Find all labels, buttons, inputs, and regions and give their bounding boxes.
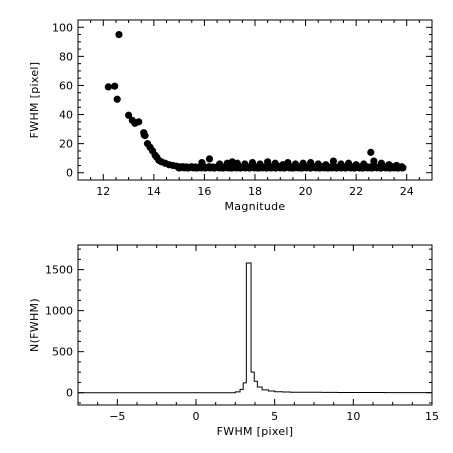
y-tick-label: 100 bbox=[52, 21, 73, 34]
x-tick-label: 12 bbox=[96, 185, 110, 198]
y-tick-label: 40 bbox=[59, 109, 73, 122]
fwhm-histogram-panel: −5 0 5 10 15 0 500 1000 1500 FWHM [pixel] N(FWHM… bbox=[28, 244, 439, 438]
scatter-point bbox=[104, 83, 112, 91]
y-tick-label: 80 bbox=[59, 50, 73, 63]
x-tick-label: 5 bbox=[271, 410, 278, 423]
scatter-point bbox=[111, 82, 119, 90]
histogram-step-line bbox=[78, 262, 432, 394]
top-x-axis-label: Magnitude bbox=[225, 200, 286, 213]
top-ticks: 12 14 16 18 20 22 24 0 20 40 60 80 100 bbox=[52, 19, 433, 198]
x-tick-label: 15 bbox=[425, 410, 439, 423]
y-tick-label: 20 bbox=[59, 138, 73, 151]
bottom-x-axis-label: FWHM [pixel] bbox=[217, 425, 294, 438]
scatter-point bbox=[370, 157, 378, 165]
scatter-point bbox=[399, 164, 407, 172]
x-tick-label: 22 bbox=[349, 185, 363, 198]
x-tick-label: 0 bbox=[193, 410, 200, 423]
x-tick-label: 24 bbox=[400, 185, 414, 198]
fwhm-vs-magnitude-panel: 12 14 16 18 20 22 24 0 20 40 60 80 100 Magnitude FWH… bbox=[28, 19, 433, 213]
bottom-y-axis-label: N(FWHM) bbox=[28, 298, 41, 352]
scatter-point bbox=[329, 157, 337, 165]
y-tick-label: 500 bbox=[52, 346, 73, 359]
scatter-point bbox=[115, 30, 123, 39]
scatter-point bbox=[124, 111, 133, 119]
x-tick-label: 20 bbox=[299, 185, 313, 198]
y-tick-label: 0 bbox=[66, 387, 73, 400]
y-tick-label: 0 bbox=[66, 167, 73, 180]
y-tick-label: 1500 bbox=[45, 264, 73, 277]
scatter-point bbox=[141, 132, 149, 140]
x-tick-label: 10 bbox=[346, 410, 360, 423]
y-tick-label: 60 bbox=[59, 79, 73, 92]
x-tick-label: 16 bbox=[197, 185, 211, 198]
scatter-point bbox=[367, 148, 375, 156]
x-tick-label: −5 bbox=[109, 410, 125, 423]
top-scatter-points bbox=[104, 30, 407, 172]
scatter-point bbox=[205, 155, 214, 163]
top-y-axis-label: FWHM [pixel] bbox=[28, 62, 41, 139]
y-tick-label: 1000 bbox=[45, 305, 73, 318]
bottom-ticks: −5 0 5 10 15 0 500 1000 1500 bbox=[45, 245, 439, 423]
x-tick-label: 18 bbox=[248, 185, 262, 198]
top-plot-frame bbox=[77, 19, 433, 181]
x-tick-label: 14 bbox=[147, 185, 161, 198]
scatter-point bbox=[135, 118, 143, 126]
scatter-point bbox=[113, 95, 121, 103]
